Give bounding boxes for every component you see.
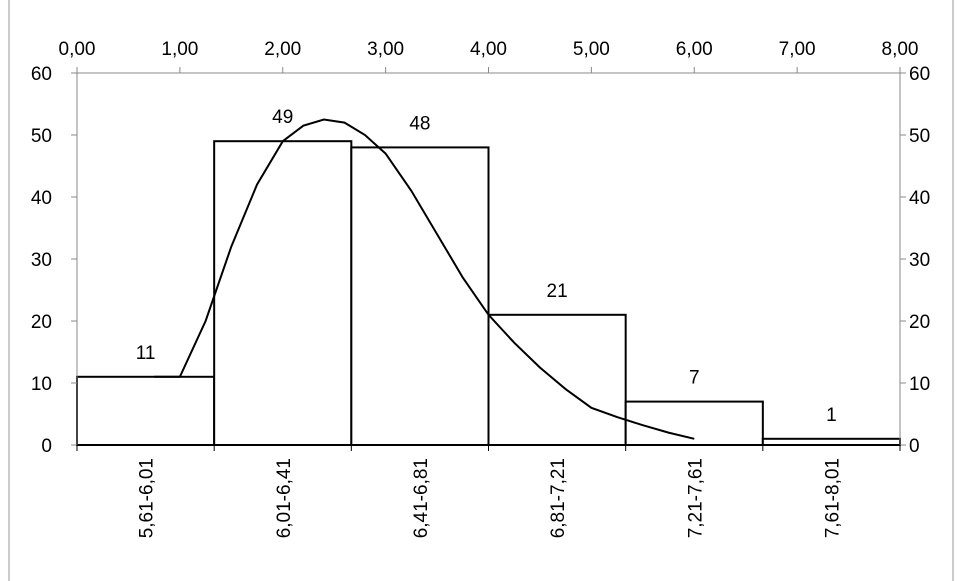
right-y-tick-label: 20 [909, 312, 930, 333]
top-x-tick-labels: 0,00 1,00 2,00 3,00 4,00 5,00 6,00 7,00 8,00 [59, 39, 919, 60]
category-label-2: 6,01-6,41 [274, 458, 295, 538]
bar-value-label-3: 48 [409, 113, 430, 134]
right-y-tick-label: 30 [909, 250, 930, 271]
category-label-5: 7,21-7,61 [685, 458, 706, 538]
bar-value-label-6: 1 [826, 405, 837, 426]
category-labels: 5,61-6,01 6,01-6,41 6,41-6,81 6,81-7,21 7,21… [137, 458, 844, 538]
bar-6 [761, 437, 901, 446]
top-x-tick-label: 6,00 [676, 39, 713, 60]
right-y-tick-label: 0 [909, 436, 920, 457]
bar-value-label-5: 7 [689, 368, 700, 389]
bar-3 [350, 146, 490, 446]
category-label-1: 5,61-6,01 [137, 458, 158, 538]
left-y-tick-label: 30 [31, 250, 52, 271]
left-y-tick-labels: 0 10 20 30 40 50 60 [31, 64, 52, 457]
bar-2 [213, 140, 353, 446]
distribution-curve [154, 118, 695, 440]
left-y-tick-label: 50 [31, 126, 52, 147]
bar-labels-group: 11 49 48 21 7 1 [136, 107, 837, 426]
category-label-4: 6,81-7,21 [548, 458, 569, 538]
category-label-6: 7,61-8,01 [822, 458, 843, 538]
top-x-tick-label: 0,00 [59, 39, 96, 60]
top-x-tick-label: 5,00 [573, 39, 610, 60]
left-y-tick-label: 40 [31, 188, 52, 209]
bar-value-label-1: 11 [136, 343, 156, 364]
bar-1 [76, 375, 216, 446]
bar-value-label-4: 21 [547, 281, 568, 302]
bar-4 [487, 313, 627, 446]
left-y-tick-label: 0 [41, 436, 52, 457]
left-y-tick-label: 60 [31, 64, 52, 85]
bar-value-label-2: 49 [272, 107, 293, 128]
top-x-tick-label: 3,00 [367, 39, 404, 60]
right-y-tick-label: 60 [909, 64, 930, 85]
right-y-tick-label: 40 [909, 188, 930, 209]
right-y-tick-labels: 0 10 20 30 40 50 60 [909, 64, 930, 457]
axes-group [71, 67, 906, 451]
top-x-tick-label: 8,00 [882, 39, 919, 60]
chart-border [8, 0, 954, 581]
top-x-tick-label: 4,00 [470, 39, 507, 60]
category-label-3: 6,41-6,81 [411, 458, 432, 538]
left-y-tick-label: 10 [31, 374, 52, 395]
right-y-tick-label: 50 [909, 126, 930, 147]
left-y-tick-label: 20 [31, 312, 52, 333]
top-x-tick-label: 1,00 [161, 39, 198, 60]
right-y-tick-label: 10 [909, 374, 930, 395]
top-x-tick-label: 7,00 [779, 39, 816, 60]
top-x-tick-label: 2,00 [264, 39, 301, 60]
bars-group [76, 140, 901, 447]
